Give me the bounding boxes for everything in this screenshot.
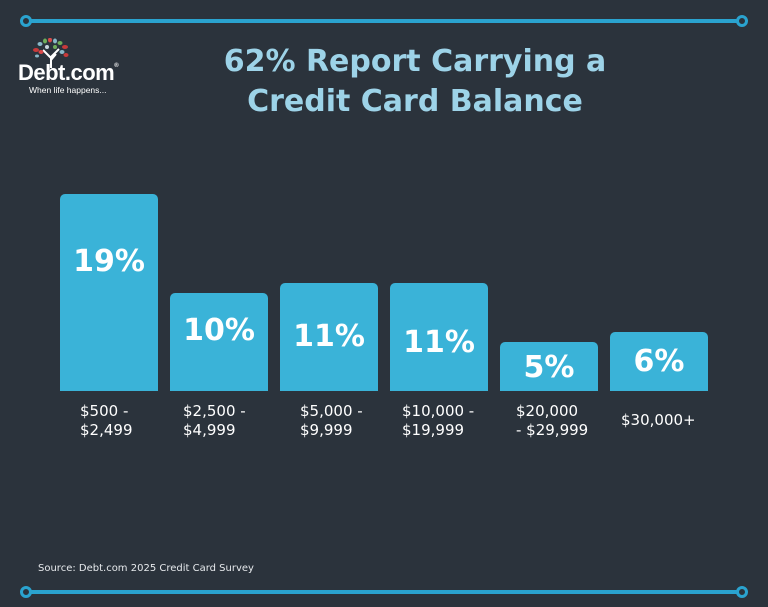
title-line-2: Credit Card Balance bbox=[247, 84, 583, 119]
chart-title: 62% Report Carrying a Credit Card Balanc… bbox=[190, 42, 640, 122]
top-divider bbox=[20, 15, 748, 27]
category-label: $20,000 - $29,999 bbox=[516, 402, 589, 439]
bottom-divider bbox=[20, 586, 748, 598]
bar-500-2499: 19% bbox=[60, 194, 158, 391]
bar-2500-4999: 10% bbox=[170, 293, 268, 391]
divider-endpoint-left bbox=[20, 15, 32, 27]
bar-10000-19999: 11% bbox=[390, 283, 488, 391]
logo-wordmark: Debt.com® bbox=[18, 60, 119, 85]
category-label: $5,000 - $9,999 bbox=[300, 402, 363, 439]
bar-5000-9999: 11% bbox=[280, 283, 378, 391]
divider-endpoint-right bbox=[736, 586, 748, 598]
bar-30000-plus: 6% bbox=[610, 332, 708, 391]
bar-value-label: 11% bbox=[403, 325, 475, 360]
bar-value-label: 6% bbox=[633, 344, 685, 379]
source-note: Source: Debt.com 2025 Credit Card Survey bbox=[38, 563, 254, 574]
divider-endpoint-right bbox=[736, 15, 748, 27]
tree-logo-icon bbox=[33, 38, 69, 68]
category-label: $10,000 - $19,999 bbox=[402, 402, 475, 439]
bar-value-label: 11% bbox=[293, 319, 365, 354]
category-label: $30,000+ bbox=[621, 411, 696, 429]
logo-tagline: When life happens... bbox=[29, 85, 107, 95]
category-label: $500 - $2,499 bbox=[80, 402, 133, 439]
category-label: $2,500 - $4,999 bbox=[183, 402, 246, 439]
divider-endpoint-left bbox=[20, 586, 32, 598]
bar-value-label: 5% bbox=[523, 350, 575, 385]
bar-value-label: 10% bbox=[183, 313, 255, 348]
debt-com-logo: Debt.com® When life happens... bbox=[14, 38, 134, 98]
bar-value-label: 19% bbox=[73, 244, 145, 279]
bar-20000-29999: 5% bbox=[500, 342, 598, 391]
title-line-1: 62% Report Carrying a bbox=[223, 44, 607, 79]
